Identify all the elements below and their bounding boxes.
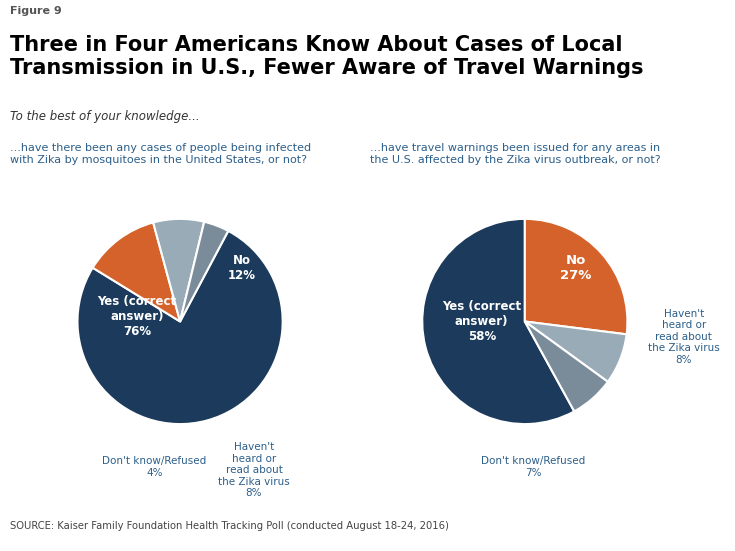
Text: Yes (correct
answer)
76%: Yes (correct answer) 76% (98, 295, 176, 338)
Text: Figure 9: Figure 9 (10, 6, 61, 15)
Wedge shape (525, 219, 628, 334)
Text: FAMILY: FAMILY (657, 523, 706, 536)
Text: THE HENRY J.: THE HENRY J. (658, 504, 705, 509)
Wedge shape (525, 321, 627, 382)
Text: KAISER: KAISER (656, 511, 707, 525)
Text: SOURCE: Kaiser Family Foundation Health Tracking Poll (conducted August 18-24, 2: SOURCE: Kaiser Family Foundation Health … (10, 521, 448, 531)
Text: FOUNDATION: FOUNDATION (658, 538, 705, 543)
Wedge shape (422, 219, 574, 424)
Wedge shape (153, 219, 204, 321)
Text: Don't know/Refused
7%: Don't know/Refused 7% (481, 456, 585, 478)
Text: Don't know/Refused
4%: Don't know/Refused 4% (102, 456, 207, 478)
Wedge shape (180, 222, 229, 321)
Text: Haven't
heard or
read about
the Zika virus
8%: Haven't heard or read about the Zika vir… (648, 309, 720, 365)
Wedge shape (77, 231, 283, 424)
Text: Three in Four Americans Know About Cases of Local
Transmission in U.S., Fewer Aw: Three in Four Americans Know About Cases… (10, 35, 643, 78)
Text: Haven't
heard or
read about
the Zika virus
8%: Haven't heard or read about the Zika vir… (218, 442, 290, 499)
Text: No
27%: No 27% (561, 254, 592, 282)
Text: ...have there been any cases of people being infected
with Zika by mosquitoes in: ...have there been any cases of people b… (10, 143, 311, 165)
Text: To the best of your knowledge...: To the best of your knowledge... (10, 110, 199, 123)
Wedge shape (93, 223, 180, 321)
Text: ...have travel warnings been issued for any areas in
the U.S. affected by the Zi: ...have travel warnings been issued for … (370, 143, 660, 165)
Text: Yes (correct
answer)
58%: Yes (correct answer) 58% (442, 300, 521, 343)
Text: No
12%: No 12% (228, 254, 256, 282)
Wedge shape (525, 321, 608, 412)
